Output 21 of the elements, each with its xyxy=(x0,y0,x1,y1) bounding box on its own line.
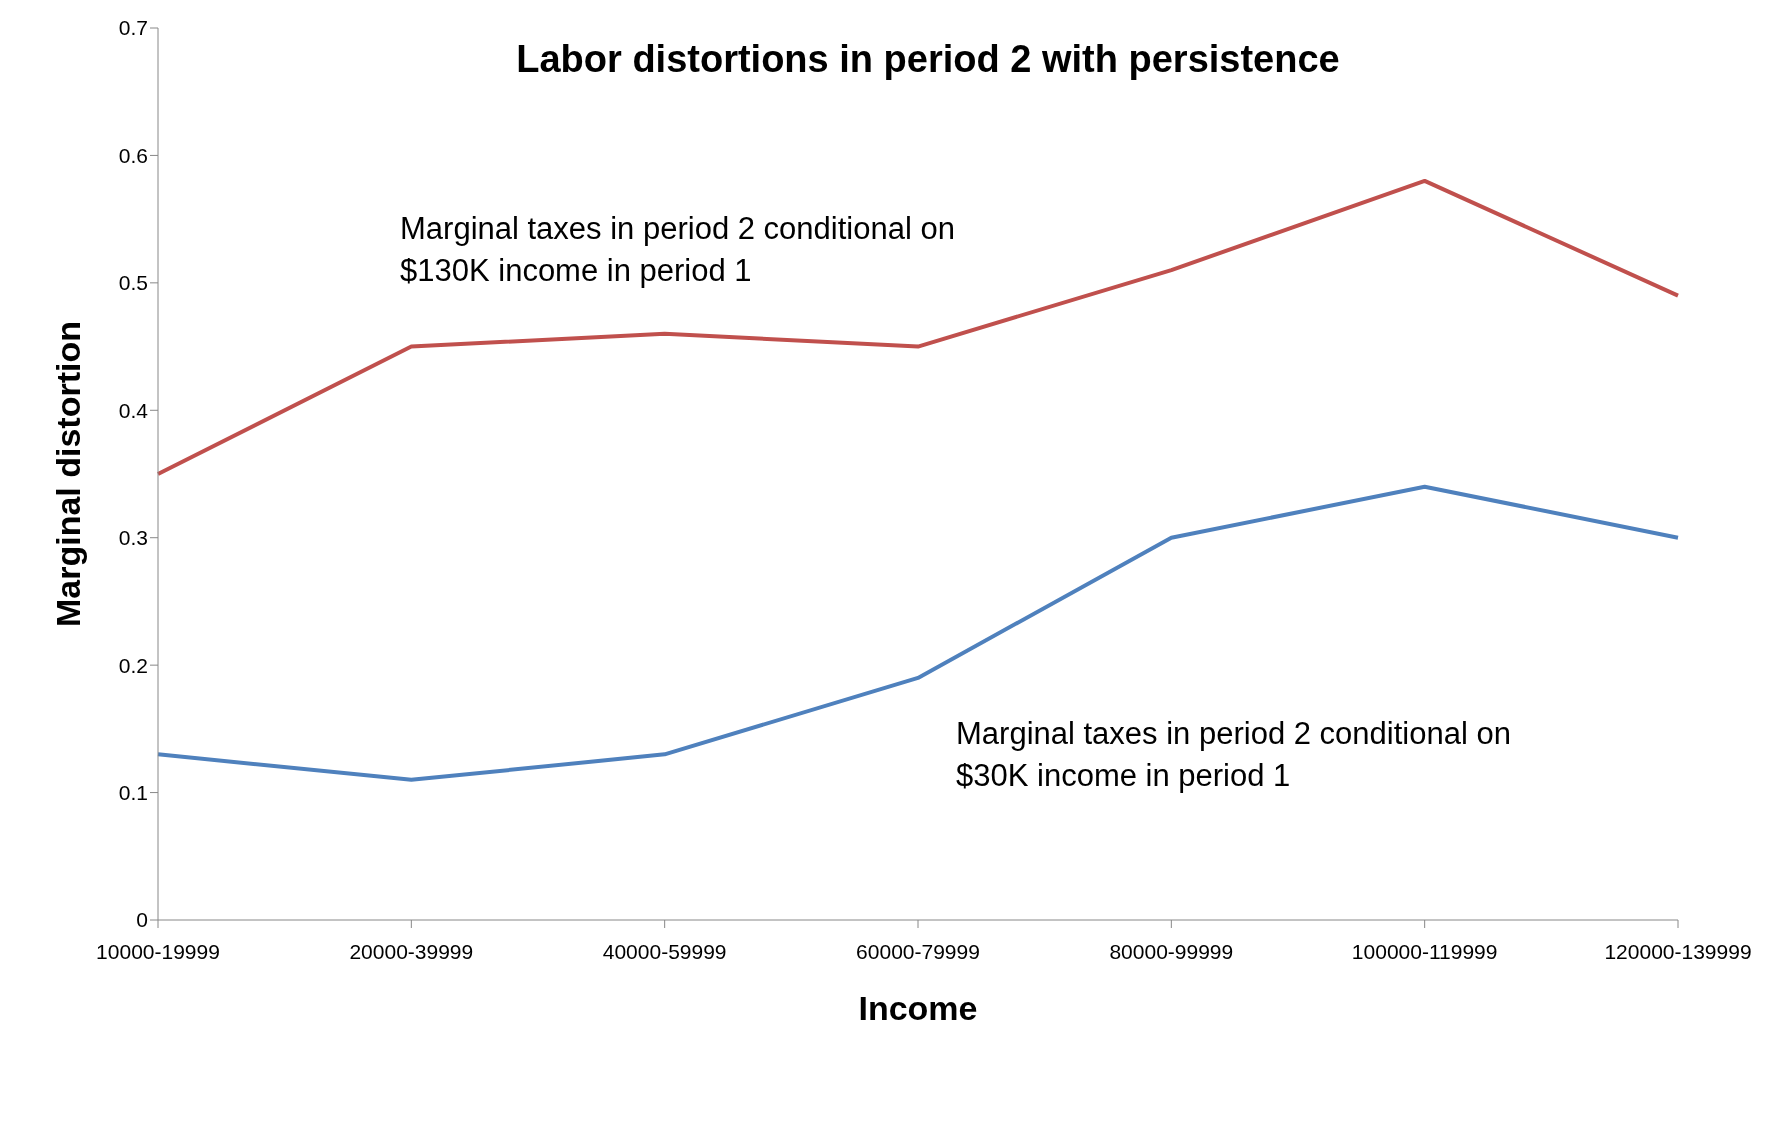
y-tick-label: 0.2 xyxy=(118,653,148,677)
y-axis-title: Marginal distortion xyxy=(49,321,88,627)
x-tick-label: 40000-59999 xyxy=(602,939,727,963)
y-tick-label: 0.4 xyxy=(118,398,149,422)
x-tick-label: 100000-119999 xyxy=(1351,939,1498,963)
series-label: Marginal taxes in period 2 conditional on $130K income in period 1 xyxy=(400,210,956,290)
y-tick-label: 0.7 xyxy=(118,16,148,40)
y-tick-label: 0.5 xyxy=(118,271,148,295)
line-series xyxy=(156,178,1680,476)
y-tick-label: 0 xyxy=(136,908,148,932)
x-tick-label: 80000-99999 xyxy=(1109,939,1234,963)
x-tick-label: 120000-139999 xyxy=(1604,939,1752,963)
series-label: Marginal taxes in period 2 conditional on $30K income in period 1 xyxy=(956,715,1512,795)
y-tick-label: 0.1 xyxy=(118,781,148,805)
x-tick-label: 20000-39999 xyxy=(349,939,474,963)
x-tick-label: 60000-79999 xyxy=(856,939,980,963)
x-axis-title: Income xyxy=(858,989,978,1027)
y-tick-label: 0.3 xyxy=(118,526,148,550)
x-tick-label: 10000-19999 xyxy=(96,939,220,963)
y-tick-label: 0.6 xyxy=(118,143,148,167)
chart-title: Labor distortions in period 2 with persistence xyxy=(516,38,1340,80)
